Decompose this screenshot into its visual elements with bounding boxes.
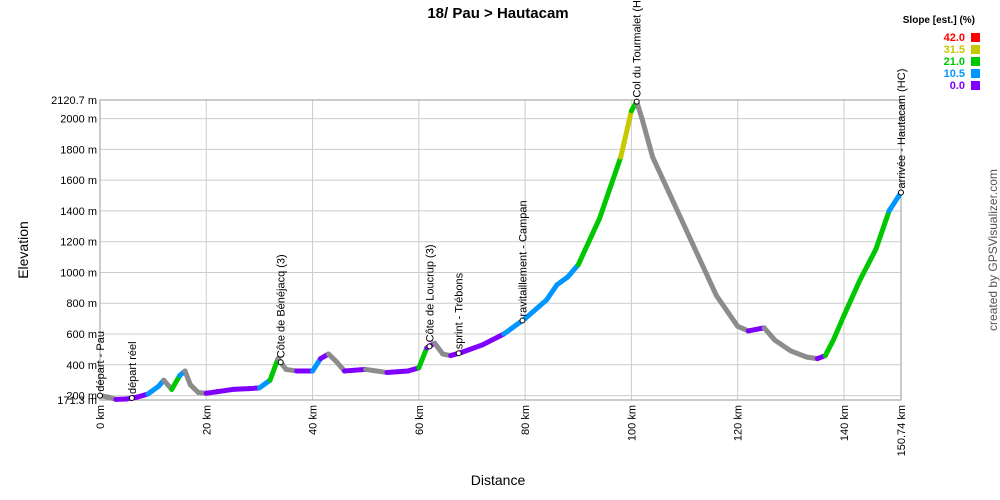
- profile-segment: [650, 154, 677, 206]
- waypoint-annotations: départ - Pau départ réel Côte de Bénéjacq …: [95, 0, 908, 402]
- waypoint-label: départ - Pau: [95, 331, 107, 392]
- y-tick-label: 171.3 m: [57, 395, 97, 407]
- profile-segment: [416, 345, 430, 371]
- profile-segment: [522, 297, 549, 322]
- profile-segment: [788, 348, 810, 360]
- y-tick-label: 1400 m: [60, 206, 97, 218]
- y-tick-label: 1800 m: [60, 144, 97, 156]
- legend-entry-label: 31.5: [944, 44, 965, 56]
- legend-swatch: [971, 45, 980, 54]
- y-tick-label: 1200 m: [60, 237, 97, 249]
- y-axis-title: Elevation: [15, 221, 31, 279]
- profile-segment: [671, 200, 698, 252]
- profile-segment: [692, 246, 719, 299]
- legend-swatch: [971, 81, 980, 90]
- profile-segment: [830, 313, 847, 343]
- waypoint-label: arrivée - Hautacam (HC): [896, 69, 908, 189]
- waypoint-label: départ réel: [127, 341, 139, 394]
- x-tick-label: 120 km: [733, 405, 745, 441]
- profile-segment: [873, 208, 892, 252]
- legend-title: Slope [est.] (%): [903, 15, 975, 26]
- waypoint-marker: [898, 189, 904, 196]
- y-tick-label: 400 m: [66, 360, 97, 372]
- y-tick-label: 800 m: [66, 298, 97, 310]
- plot-frame: [99, 99, 902, 401]
- profile-segment: [761, 325, 778, 343]
- waypoint-marker: [426, 343, 433, 350]
- legend-entry-label: 21.0: [944, 56, 965, 68]
- profile-segment: [639, 116, 656, 160]
- x-tick-label: 40 km: [308, 405, 320, 435]
- profile-segment: [267, 356, 281, 383]
- profile-segment: [214, 386, 236, 395]
- legend-entry-label: 0.0: [950, 80, 965, 92]
- waypoint-label: Côte de Loucrup (3): [424, 244, 436, 342]
- profile-segment: [857, 246, 879, 283]
- waypoint-marker: [277, 359, 284, 366]
- elevation-profile: [97, 99, 904, 402]
- profile-segment: [565, 262, 581, 280]
- y-tick-label: 1600 m: [60, 175, 97, 187]
- waypoint-label: sprint - Trébons: [454, 272, 466, 349]
- profile-segment: [169, 373, 183, 392]
- chart-title: 18/ Pau > Hautacam: [427, 5, 568, 22]
- y-tick-label: 200 m: [66, 391, 97, 403]
- x-axis-title: Distance: [471, 472, 526, 488]
- profile-segment: [822, 337, 836, 359]
- y-tick-label: 600 m: [66, 329, 97, 341]
- legend-swatch: [971, 57, 980, 66]
- profile-segment: [886, 189, 904, 214]
- waypoint-marker: [128, 395, 135, 402]
- profile-segment: [713, 293, 741, 329]
- legend-entry-label: 10.5: [944, 68, 965, 80]
- x-tick-label: 20 km: [201, 405, 213, 435]
- profile-segment: [480, 331, 507, 348]
- y-tick-label: 2120.7 m: [51, 95, 97, 107]
- x-tick-label: 100 km: [626, 405, 638, 441]
- profile-segment: [618, 108, 634, 160]
- profile-segment: [543, 282, 560, 303]
- profile-segment: [230, 386, 252, 392]
- grid-lines: [99, 99, 902, 401]
- profile-segment: [745, 325, 767, 334]
- waypoint-marker: [519, 317, 526, 324]
- x-axis-ticks: 0 km 20 km 40 km 60 km 80 km 100 km 120 km 140 …: [95, 405, 908, 456]
- x-tick-label: 80 km: [520, 405, 532, 435]
- waypoint-label: Côte de Bénéjacq (3): [276, 254, 288, 358]
- x-tick-label: 60 km: [414, 405, 426, 435]
- waypoint-marker: [633, 98, 640, 105]
- legend-swatch: [971, 69, 980, 78]
- profile-segment: [596, 154, 624, 222]
- y-tick-label: 1000 m: [60, 267, 97, 279]
- waypoint-marker: [455, 350, 462, 357]
- profile-segment: [841, 277, 863, 319]
- profile-segment: [575, 216, 602, 268]
- profile-segment: [458, 342, 486, 355]
- profile-segment: [772, 337, 794, 354]
- legend-entry-label: 42.0: [944, 32, 965, 44]
- waypoint-marker: [97, 392, 103, 399]
- waypoint-label: ravitaillement - Campan: [517, 200, 529, 316]
- credit-text: created by GPSVisualizer.com: [986, 169, 1000, 331]
- x-tick-label: 150.74 km: [896, 405, 908, 456]
- waypoint-label: Col du Tourmalet (HC): [632, 0, 644, 98]
- slope-legend: Slope [est.] (%) 42.031.521.010.50.0: [903, 15, 980, 92]
- legend-swatch: [971, 33, 980, 42]
- x-tick-label: 140 km: [839, 405, 851, 441]
- x-tick-label: 0 km: [95, 405, 107, 429]
- y-tick-label: 2000 m: [60, 114, 97, 126]
